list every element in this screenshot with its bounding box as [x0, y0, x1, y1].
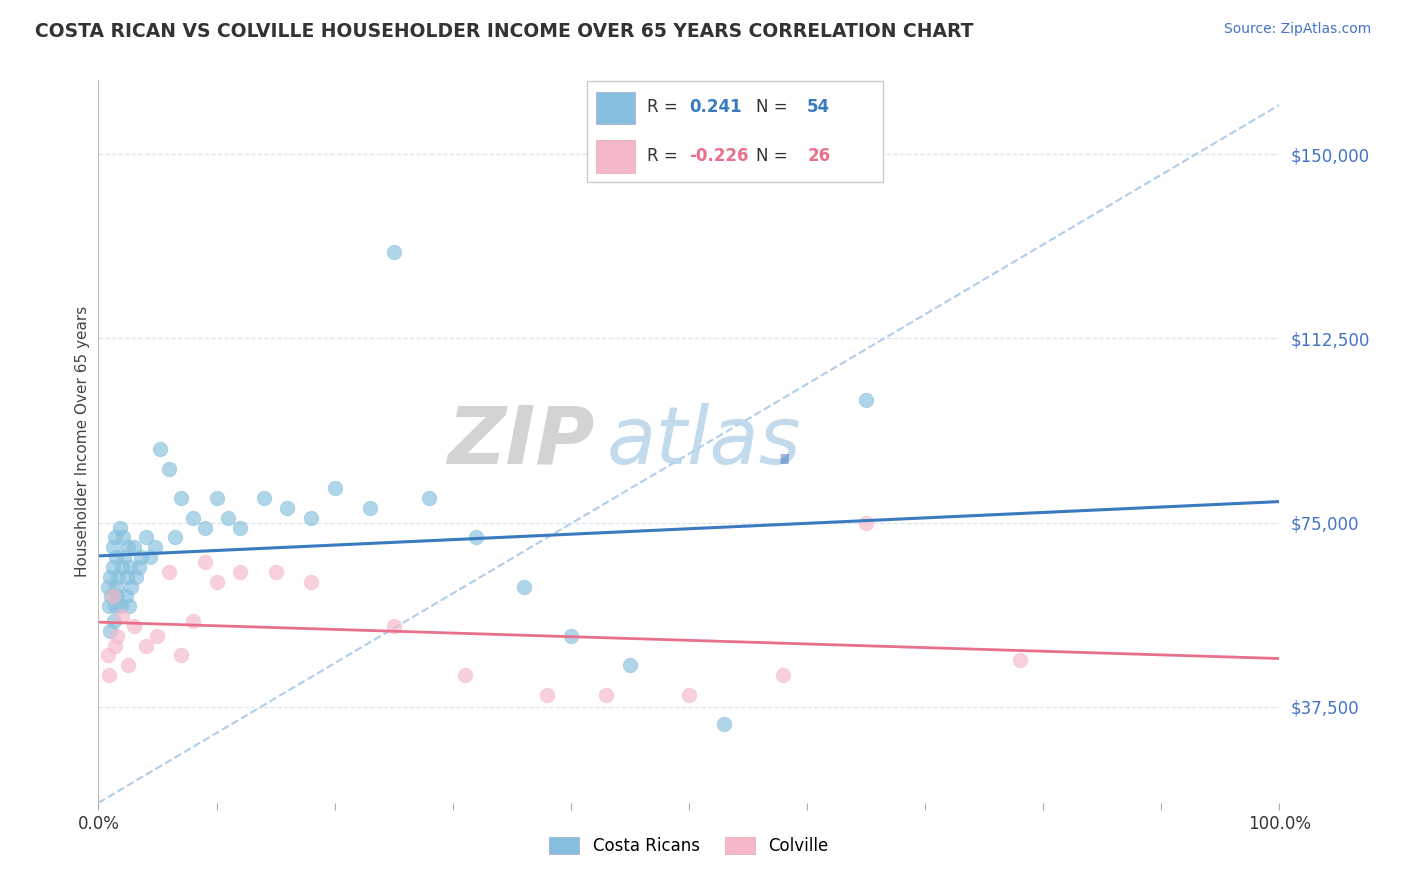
Text: R =: R =: [647, 98, 683, 116]
Point: [105, 580, 128, 594]
Point: [205, 491, 228, 505]
Point: [97, 648, 120, 663]
Point: [101, 540, 124, 554]
Point: [98, 624, 121, 638]
Point: [146, 629, 169, 643]
Text: atlas: atlas: [606, 402, 801, 481]
Legend: Costa Ricans, Colville: Costa Ricans, Colville: [541, 829, 837, 863]
Point: [299, 510, 322, 524]
Point: [98, 668, 121, 682]
Point: [129, 549, 152, 564]
Point: [112, 530, 135, 544]
Point: [97, 580, 120, 594]
Point: [122, 540, 145, 554]
Point: [101, 590, 124, 604]
Point: [112, 549, 135, 564]
Text: Source: ZipAtlas.com: Source: ZipAtlas.com: [1223, 22, 1371, 37]
Point: [117, 658, 139, 673]
Point: [181, 510, 204, 524]
Point: [512, 580, 534, 594]
Point: [105, 629, 128, 643]
Point: [98, 599, 121, 614]
Point: [619, 658, 641, 673]
Point: [170, 491, 193, 505]
Point: [194, 520, 217, 534]
Point: [122, 619, 145, 633]
Point: [678, 688, 700, 702]
Point: [104, 530, 127, 544]
Text: N =: N =: [756, 98, 793, 116]
Point: [118, 599, 141, 614]
Point: [323, 481, 346, 495]
Point: [194, 555, 217, 569]
FancyBboxPatch shape: [596, 140, 636, 173]
Point: [713, 717, 735, 731]
Point: [98, 570, 121, 584]
Point: [135, 639, 157, 653]
Point: [595, 688, 617, 702]
Point: [382, 619, 405, 633]
Point: [107, 570, 129, 584]
FancyBboxPatch shape: [596, 92, 636, 124]
Point: [157, 565, 180, 579]
Point: [100, 590, 122, 604]
Point: [536, 688, 558, 702]
Point: [111, 609, 134, 624]
Point: [205, 574, 228, 589]
Point: [114, 590, 136, 604]
Point: [108, 520, 131, 534]
Point: [359, 500, 381, 515]
Text: 54: 54: [807, 98, 831, 116]
Point: [105, 549, 128, 564]
Point: [135, 530, 157, 544]
Point: [111, 560, 134, 574]
Text: 0.241: 0.241: [689, 98, 742, 116]
Point: [117, 540, 139, 554]
Point: [855, 516, 877, 530]
Point: [217, 510, 239, 524]
Point: [1008, 653, 1031, 667]
Point: [120, 560, 142, 574]
Point: [165, 530, 187, 544]
FancyBboxPatch shape: [586, 81, 883, 182]
Text: N =: N =: [756, 147, 793, 165]
Point: [139, 549, 162, 564]
Point: [276, 500, 298, 515]
Text: -0.226: -0.226: [689, 147, 749, 165]
Point: [110, 599, 132, 614]
Point: [170, 648, 193, 663]
Point: [418, 491, 440, 505]
Point: [104, 599, 127, 614]
Point: [299, 574, 322, 589]
Point: [229, 520, 252, 534]
Point: [103, 614, 125, 628]
Y-axis label: Householder Income Over 65 years: Householder Income Over 65 years: [75, 306, 90, 577]
Text: R =: R =: [647, 147, 683, 165]
Point: [121, 580, 143, 594]
Point: [101, 560, 124, 574]
Point: [105, 590, 128, 604]
Point: [382, 245, 405, 260]
Point: [143, 540, 166, 554]
Point: [465, 530, 488, 544]
Text: 26: 26: [807, 147, 831, 165]
Point: [128, 560, 150, 574]
Point: [855, 392, 877, 407]
Point: [229, 565, 252, 579]
Point: [253, 491, 276, 505]
Text: .: .: [772, 402, 797, 481]
Point: [149, 442, 172, 456]
Point: [125, 570, 148, 584]
Point: [264, 565, 287, 579]
Point: [560, 629, 582, 643]
Point: [115, 570, 138, 584]
Point: [157, 461, 180, 475]
Point: [181, 614, 204, 628]
Point: [453, 668, 475, 682]
Text: ZIP: ZIP: [447, 402, 595, 481]
Point: [772, 668, 794, 682]
Text: COSTA RICAN VS COLVILLE HOUSEHOLDER INCOME OVER 65 YEARS CORRELATION CHART: COSTA RICAN VS COLVILLE HOUSEHOLDER INCO…: [35, 22, 973, 41]
Point: [104, 639, 127, 653]
